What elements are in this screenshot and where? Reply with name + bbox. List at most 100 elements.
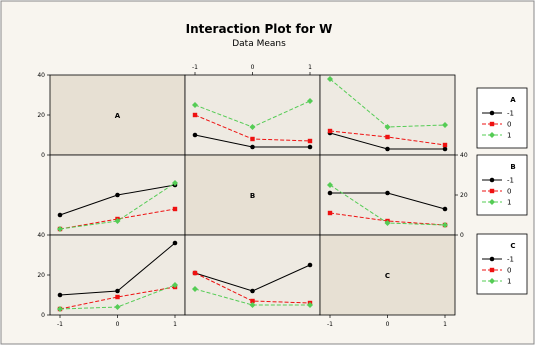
data-point-A0--1 — [327, 128, 333, 134]
legend-marker — [489, 188, 495, 194]
data-point-C-1-1 — [307, 262, 313, 268]
x-tick-label: 1 — [443, 321, 447, 328]
data-point-B1-0 — [384, 220, 391, 226]
legend-B: B -1 0 1 — [476, 154, 528, 216]
data-point-A-1-0 — [250, 144, 255, 150]
panel-B-by-C — [327, 182, 448, 228]
y-tick-label: 0 — [460, 232, 464, 239]
y-tick-label: 20 — [37, 112, 45, 119]
legend-marker — [489, 177, 495, 183]
legend-C: C -1 0 1 — [476, 233, 528, 295]
y-tick-label: 0 — [41, 312, 45, 319]
x-tick-label: -1 — [57, 321, 63, 328]
data-point-C1--1 — [57, 306, 63, 312]
y-tick-label: 0 — [41, 152, 45, 159]
data-point-A0-0 — [385, 134, 390, 140]
legend-entry-label: 1 — [507, 199, 511, 207]
legend-box — [476, 154, 528, 216]
data-point-B0--1 — [327, 210, 333, 216]
legend-marker — [489, 267, 495, 273]
diagonal-label-C: C — [385, 272, 390, 280]
data-point-B1-1 — [442, 222, 448, 228]
panel-A-by-B — [192, 98, 313, 150]
y-tick-label: 40 — [37, 72, 45, 79]
x-tick-label: 1 — [308, 64, 312, 71]
series-line-B-level-0 — [329, 212, 446, 226]
diagonal-label-A: A — [115, 112, 121, 120]
legend-marker — [489, 132, 495, 138]
data-point-A-1-1 — [442, 146, 448, 152]
diagonal-panel-C — [319, 234, 456, 316]
data-point-B1-0 — [114, 218, 121, 224]
data-point-A-1-0 — [385, 146, 390, 152]
legend-entry-label: 0 — [507, 188, 511, 196]
x-tick-label: 0 — [251, 64, 255, 71]
y-tick-label: 40 — [460, 152, 468, 159]
panel-C-by-A — [57, 240, 178, 312]
panel-A-by-C — [327, 76, 448, 152]
diagonal-panel-A — [49, 74, 186, 156]
legend-title: C — [510, 242, 515, 250]
series-line-B-level-1 — [59, 182, 176, 230]
data-point-B1-1 — [172, 180, 178, 186]
x-tick-label: -1 — [327, 321, 333, 328]
data-point-A0-1 — [442, 142, 448, 148]
panel-r2-c0 — [49, 234, 186, 316]
panel-r2-c1 — [184, 234, 321, 316]
chart-title: Interaction Plot for W — [186, 22, 333, 36]
data-point-A0--1 — [192, 112, 198, 118]
data-point-B-1--1 — [57, 212, 63, 218]
data-point-C1-0 — [249, 302, 256, 308]
y-tick-label: 40 — [37, 232, 45, 239]
data-point-A-1--1 — [192, 132, 198, 138]
legend-box — [476, 233, 528, 295]
data-point-C0-0 — [115, 294, 120, 300]
data-point-B-1-0 — [115, 192, 120, 198]
legend-entry-label: 1 — [507, 132, 511, 140]
data-point-B-1--1 — [327, 190, 333, 196]
panel-r0-c1 — [184, 74, 321, 156]
x-tick-label: 0 — [386, 321, 390, 328]
data-point-B0-1 — [172, 206, 178, 212]
legend-entry-label: -1 — [507, 110, 514, 118]
data-point-A1-1 — [442, 122, 448, 128]
diagonal-panel-B — [184, 154, 321, 236]
legend-marker — [489, 199, 495, 205]
data-point-A1-0 — [384, 124, 391, 130]
legend-title: A — [510, 96, 516, 104]
series-line-C-level-0 — [59, 286, 176, 310]
data-point-C0-0 — [250, 298, 255, 304]
data-point-A0-1 — [307, 138, 313, 144]
legend-title: B — [510, 163, 515, 171]
legend-entry-label: 0 — [507, 267, 511, 275]
panel-r0-c2 — [319, 74, 456, 156]
diagonal-label-B: B — [250, 192, 255, 200]
legend-A: A -1 0 1 — [476, 87, 528, 149]
legend-marker — [489, 256, 495, 262]
data-point-A-1-1 — [307, 144, 313, 150]
x-tick-label: 0 — [116, 321, 120, 328]
data-point-A1-0 — [249, 124, 256, 130]
data-point-C-1-0 — [115, 288, 120, 294]
panel-C-by-B — [192, 262, 313, 308]
data-point-A1--1 — [327, 76, 333, 82]
series-line-C-level-1 — [194, 288, 310, 306]
panel-B-by-A — [57, 180, 178, 232]
data-point-A1--1 — [192, 102, 198, 108]
data-point-C0--1 — [192, 270, 198, 276]
legend-marker — [489, 278, 495, 284]
data-point-C1--1 — [192, 286, 198, 292]
data-point-C-1-0 — [250, 288, 255, 294]
data-point-C1-1 — [172, 282, 178, 288]
legend-entry-label: -1 — [507, 177, 514, 185]
data-point-A0-0 — [250, 136, 255, 142]
data-point-B1--1 — [327, 182, 333, 188]
data-point-C1-0 — [114, 304, 121, 310]
chart-subtitle: Data Means — [232, 39, 286, 49]
data-point-C-1-1 — [172, 240, 178, 246]
data-point-A1-1 — [307, 98, 313, 104]
data-point-B-1-0 — [385, 190, 390, 196]
data-point-C1-1 — [307, 302, 313, 308]
